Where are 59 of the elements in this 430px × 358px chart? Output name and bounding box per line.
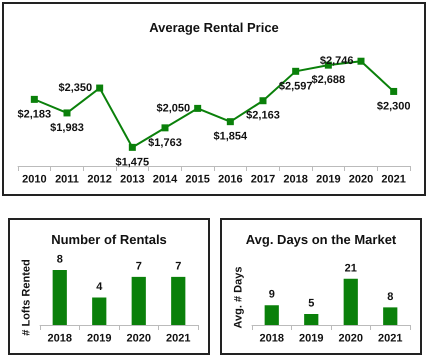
x-tick-label: 2015 <box>185 174 210 186</box>
data-label: $2,183 <box>18 108 52 120</box>
x-tick-label: 2018 <box>260 332 284 344</box>
x-tick-label: 2021 <box>166 332 190 344</box>
x-tick-label: 2019 <box>316 174 341 186</box>
x-tick-label: 2013 <box>120 174 145 186</box>
x-tick-label: 2016 <box>218 174 243 186</box>
x-tick-label: 2012 <box>87 174 112 186</box>
data-label: $2,597 <box>278 80 312 92</box>
point <box>64 109 70 116</box>
x-tick-label: 2019 <box>87 332 112 344</box>
point <box>30 96 38 103</box>
point <box>96 84 104 92</box>
data-label: $2,350 <box>58 82 92 94</box>
point <box>162 124 168 132</box>
data-label: 8 <box>387 290 394 303</box>
data-label: $1,983 <box>50 122 84 134</box>
data-label: $2,050 <box>156 102 190 114</box>
data-label: 8 <box>56 254 63 266</box>
data-label: 5 <box>308 298 314 310</box>
chart-title: Number of Rentals <box>51 232 167 247</box>
data-label: 7 <box>175 260 182 272</box>
data-label: $1,763 <box>148 136 182 149</box>
x-tick-label: 2011 <box>55 174 79 186</box>
bar <box>344 278 358 325</box>
x-tick-label: 2020 <box>338 332 363 344</box>
data-label: $2,688 <box>312 74 346 86</box>
x-tick-label: 2017 <box>250 174 276 186</box>
data-label: 9 <box>268 288 275 301</box>
data-label: 4 <box>96 281 104 293</box>
x-tick-label: 2010 <box>22 174 47 186</box>
point <box>226 118 234 126</box>
data-label: $2,163 <box>246 110 280 122</box>
data-label: $2,300 <box>376 100 410 112</box>
x-tick-label: 2020 <box>126 332 151 344</box>
data-label: $1,854 <box>214 130 248 143</box>
x-tick-label: 2014 <box>152 174 178 186</box>
y-axis-title: # Lofts Rented <box>20 259 32 336</box>
chart-title: Avg. Days on the Market <box>246 232 397 247</box>
point <box>358 58 364 65</box>
y-axis-title: Avg. # Days <box>232 266 244 328</box>
chart-title: Average Rental Price <box>149 20 279 35</box>
x-tick-label: 2020 <box>348 174 374 186</box>
x-tick-label: 2019 <box>299 332 324 344</box>
bar <box>264 305 279 325</box>
point <box>292 68 300 75</box>
data-label: 21 <box>344 262 357 274</box>
x-tick-label: 2018 <box>283 174 308 186</box>
x-tick-label: 2021 <box>381 174 406 186</box>
bar <box>304 314 318 325</box>
data-label: $1,475 <box>116 156 150 168</box>
bar <box>383 307 398 325</box>
x-tick-label: 2021 <box>378 332 402 344</box>
point <box>390 88 398 95</box>
x-tick-label: 2018 <box>48 332 72 344</box>
data-label: 7 <box>136 260 142 272</box>
point <box>128 144 136 151</box>
point <box>194 104 202 112</box>
point <box>260 97 266 104</box>
